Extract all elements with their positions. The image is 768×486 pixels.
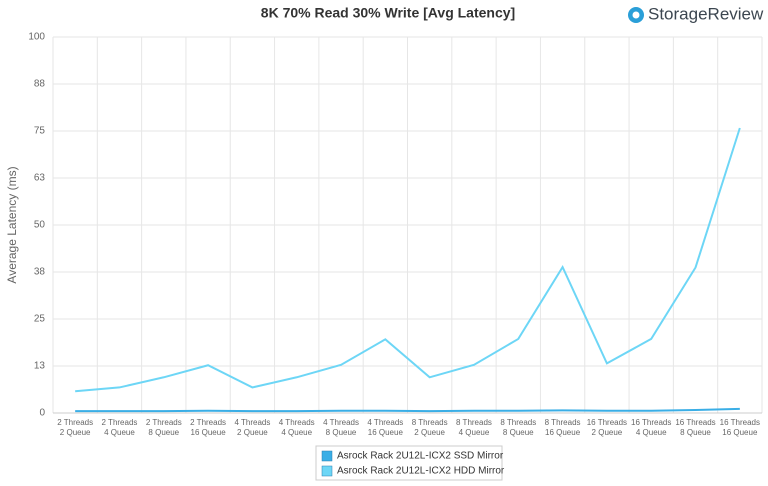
x-tick-line: 16 Queue	[368, 428, 404, 437]
brand-logo: StorageReview	[628, 4, 764, 23]
x-tick-line: 2 Threads	[57, 418, 93, 427]
x-tick-line: 8 Threads	[412, 418, 448, 427]
x-tick-label: 2 Threads 8 Queue	[146, 418, 182, 437]
x-tick-label: 4 Threads 16 Queue	[367, 418, 403, 437]
x-tick-label: 16 Threads 2 Queue	[587, 418, 627, 437]
x-tick-line: 16 Threads	[587, 418, 627, 427]
x-tick-line: 16 Queue	[722, 428, 758, 437]
x-tick-label: 4 Threads 4 Queue	[279, 418, 315, 437]
x-tick-line: 8 Queue	[503, 428, 534, 437]
x-tick-label: 16 Threads 8 Queue	[675, 418, 715, 437]
series-line	[75, 407, 740, 413]
x-tick-line: 8 Queue	[680, 428, 711, 437]
x-tick-line: 8 Queue	[326, 428, 357, 437]
x-tick-line: 16 Threads	[675, 418, 715, 427]
legend-label: Asrock Rack 2U12L-ICX2 SSD Mirror	[337, 451, 504, 462]
y-tick-label: 100	[28, 32, 45, 43]
x-tick-line: 16 Queue	[191, 428, 227, 437]
x-tick-label: 8 Threads 8 Queue	[500, 418, 536, 437]
y-tick-label: 88	[34, 79, 46, 90]
chart-title: 8K 70% Read 30% Write [Avg Latency]	[261, 5, 515, 21]
x-tick-label: 8 Threads 16 Queue	[545, 418, 581, 437]
x-tick-line: 4 Threads	[279, 418, 315, 427]
x-tick-label: 2 Threads 2 Queue	[57, 418, 93, 437]
logo-icon-inner	[632, 11, 640, 19]
x-tick-label: 16 Threads 4 Queue	[631, 418, 671, 437]
y-tick-label: 38	[34, 267, 46, 278]
x-tick-line: 4 Threads	[367, 418, 403, 427]
x-tick-line: 8 Threads	[545, 418, 581, 427]
legend-swatch	[321, 450, 333, 462]
x-tick-label: 2 Threads 4 Queue	[102, 418, 138, 437]
legend	[315, 445, 503, 481]
y-tick-label: 50	[34, 220, 46, 231]
y-tick-label: 25	[34, 314, 46, 325]
x-tick-line: 2 Queue	[414, 428, 445, 437]
x-tick-line: 2 Queue	[60, 428, 91, 437]
x-tick-line: 16 Queue	[545, 428, 581, 437]
x-tick-line: 8 Threads	[456, 418, 492, 427]
brand-name: StorageReview	[648, 4, 764, 23]
y-tick-label: 63	[34, 173, 46, 184]
x-tick-line: 4 Queue	[281, 428, 312, 437]
x-tick-label: 2 Threads 16 Queue	[190, 418, 226, 437]
x-tick-line: 2 Queue	[592, 428, 623, 437]
x-tick-label: 4 Threads 8 Queue	[323, 418, 359, 437]
x-tick-label: 16 Threads 16 Queue	[720, 418, 760, 437]
y-tick-label: 75	[34, 126, 46, 137]
y-tick-label: 0	[39, 408, 45, 419]
x-tick-line: 4 Queue	[104, 428, 135, 437]
y-axis-label: Average Latency (ms)	[5, 166, 19, 283]
x-tick-label: 8 Threads 4 Queue	[456, 418, 492, 437]
x-tick-line: 16 Threads	[631, 418, 671, 427]
legend-swatch	[321, 465, 333, 477]
x-tick-line: 2 Queue	[237, 428, 268, 437]
x-tick-label: 8 Threads 2 Queue	[412, 418, 448, 437]
x-tick-line: 2 Threads	[102, 418, 138, 427]
y-tick-label: 13	[34, 361, 46, 372]
x-tick-label: 4 Threads 2 Queue	[234, 418, 270, 437]
x-tick-line: 8 Threads	[500, 418, 536, 427]
x-tick-line: 4 Queue	[636, 428, 667, 437]
x-tick-line: 4 Queue	[459, 428, 490, 437]
series-line	[75, 127, 741, 393]
x-tick-line: 4 Threads	[323, 418, 359, 427]
x-tick-line: 2 Threads	[190, 418, 226, 427]
legend-label: Asrock Rack 2U12L-ICX2 HDD Mirror	[337, 466, 505, 477]
x-tick-line: 8 Queue	[148, 428, 179, 437]
x-tick-line: 4 Threads	[234, 418, 270, 427]
x-tick-line: 16 Threads	[720, 418, 760, 427]
x-tick-line: 2 Threads	[146, 418, 182, 427]
